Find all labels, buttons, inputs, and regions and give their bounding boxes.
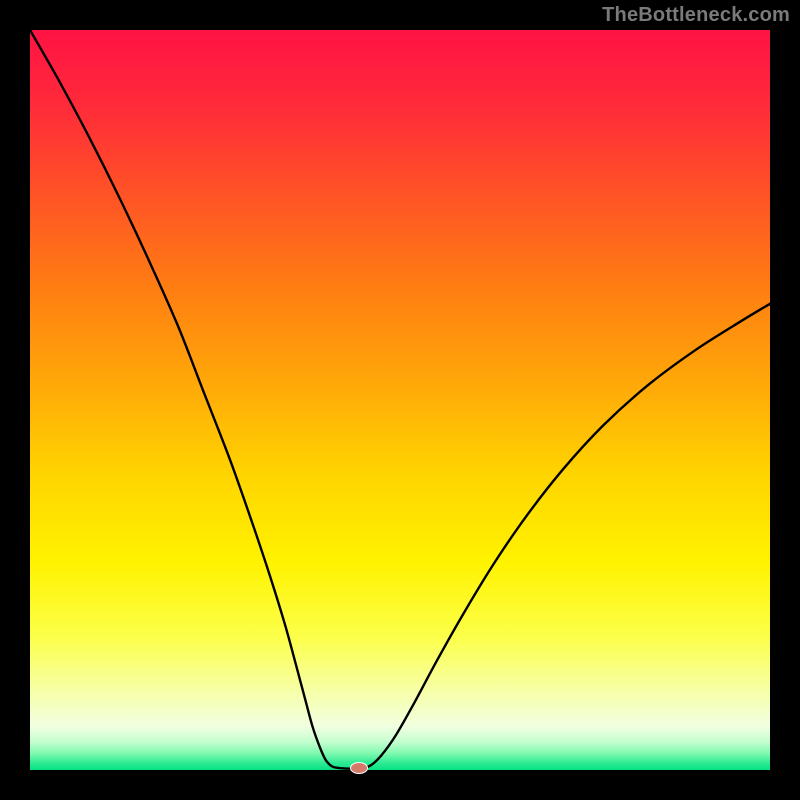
plot-area <box>30 30 770 770</box>
watermark-text: TheBottleneck.com <box>602 4 790 27</box>
chart-container: TheBottleneck.com <box>0 0 800 800</box>
bottleneck-marker <box>350 762 368 774</box>
